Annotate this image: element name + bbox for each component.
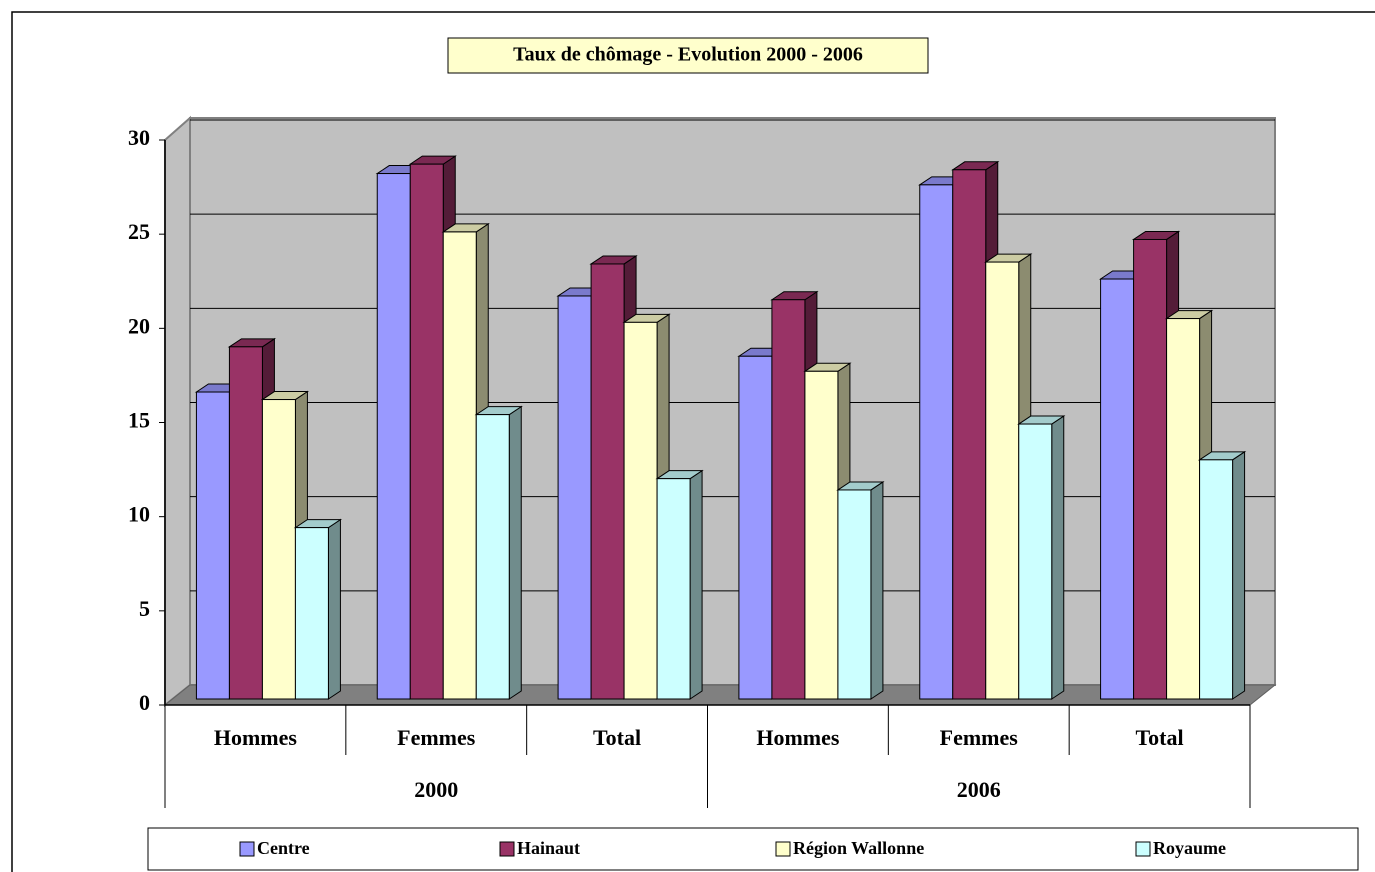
bar bbox=[261, 399, 296, 700]
x-tick-label: Femmes bbox=[397, 725, 476, 750]
y-tick-label: 5 bbox=[139, 596, 150, 621]
bar bbox=[475, 414, 510, 700]
legend-swatch bbox=[775, 841, 791, 857]
legend-swatch bbox=[499, 841, 515, 857]
bar-side bbox=[689, 469, 703, 700]
x-tick-label: Hommes bbox=[214, 725, 298, 750]
bar bbox=[294, 527, 329, 700]
y-tick-label: 25 bbox=[128, 219, 150, 244]
bar bbox=[228, 346, 263, 700]
legend bbox=[147, 827, 1359, 871]
bar-side bbox=[327, 518, 341, 700]
group-label: 2006 bbox=[957, 777, 1001, 802]
side-wall bbox=[164, 115, 191, 708]
legend-label: Région Wallonne bbox=[793, 838, 924, 858]
y-tick-label: 10 bbox=[128, 502, 150, 527]
bar bbox=[442, 231, 477, 700]
bar-side bbox=[508, 405, 522, 700]
bar bbox=[738, 355, 773, 700]
chart-frame bbox=[11, 11, 1375, 872]
bar bbox=[656, 478, 691, 700]
x-tick-label: Hommes bbox=[756, 725, 840, 750]
bar bbox=[1199, 459, 1234, 700]
legend-label: Royaume bbox=[1153, 838, 1226, 858]
bar bbox=[376, 173, 411, 700]
x-tick-label: Total bbox=[1136, 725, 1184, 750]
bar bbox=[1018, 423, 1053, 700]
bar bbox=[195, 391, 230, 700]
y-tick-label: 0 bbox=[139, 690, 150, 715]
bar bbox=[590, 263, 625, 700]
y-tick-label: 30 bbox=[128, 125, 150, 150]
bar bbox=[409, 163, 444, 700]
bar bbox=[1100, 278, 1135, 700]
x-tick-label: Total bbox=[593, 725, 641, 750]
bar-side bbox=[1232, 450, 1246, 700]
bar bbox=[557, 295, 592, 700]
bar bbox=[837, 489, 872, 700]
bar bbox=[771, 299, 806, 700]
bar bbox=[952, 169, 987, 700]
legend-label: Hainaut bbox=[517, 838, 580, 858]
bar bbox=[919, 184, 954, 700]
group-label: 2000 bbox=[414, 777, 458, 802]
bar bbox=[1133, 238, 1168, 700]
bar bbox=[804, 370, 839, 700]
y-tick-label: 15 bbox=[128, 408, 150, 433]
bar-side bbox=[870, 481, 884, 700]
bar-side bbox=[1051, 415, 1065, 700]
bar bbox=[623, 321, 658, 700]
y-tick-label: 20 bbox=[128, 313, 150, 338]
chart-title: Taux de chômage - Evolution 2000 - 2006 bbox=[513, 44, 863, 66]
bar bbox=[1166, 318, 1201, 700]
x-tick-label: Femmes bbox=[940, 725, 1019, 750]
legend-swatch bbox=[1135, 841, 1151, 857]
legend-label: Centre bbox=[257, 838, 310, 858]
title-box bbox=[447, 37, 929, 74]
legend-swatch bbox=[239, 841, 255, 857]
bar bbox=[985, 261, 1020, 700]
